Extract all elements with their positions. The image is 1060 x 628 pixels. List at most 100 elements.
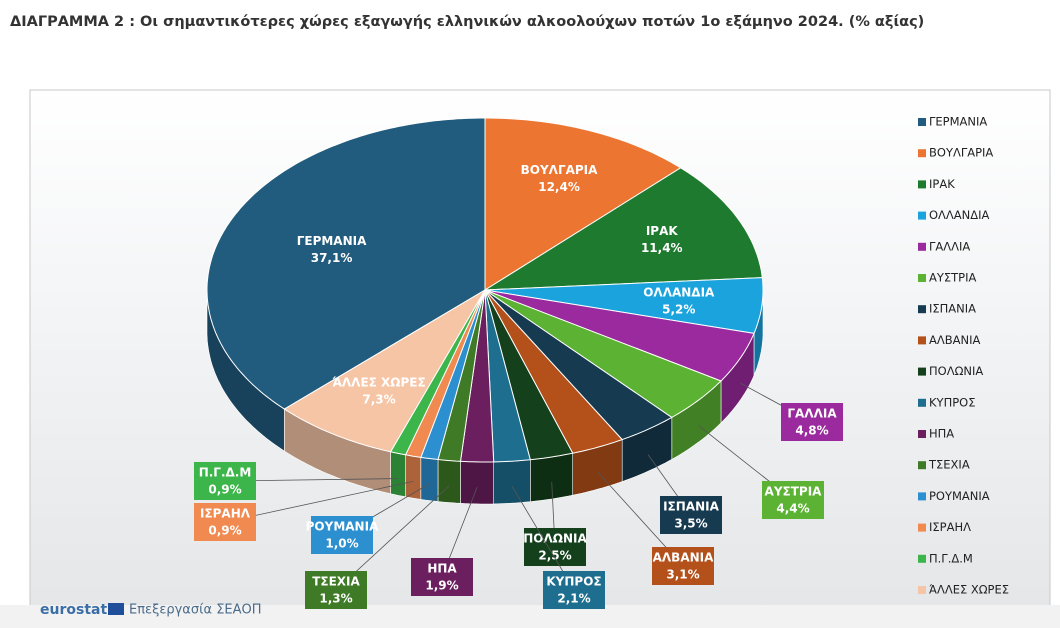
slice xyxy=(484,289,531,463)
value-label: 3,5% xyxy=(674,517,707,531)
label-box xyxy=(660,496,722,534)
label-box xyxy=(411,558,473,596)
slice-label: ΙΡΑΚ xyxy=(646,224,679,238)
slice-side xyxy=(530,452,573,503)
value-label: 1,3% xyxy=(319,592,352,606)
legend-swatch xyxy=(918,367,926,376)
slice-side xyxy=(420,457,439,502)
value-label: 1,0% xyxy=(325,537,358,551)
legend-label: Π.Γ.Δ.Μ xyxy=(929,551,973,565)
slice-side xyxy=(405,454,422,500)
legend-swatch xyxy=(918,398,926,407)
slice-label: ΚΥΠΡΟΣ xyxy=(546,575,601,589)
slice xyxy=(459,289,495,463)
value-label: 2,1% xyxy=(557,592,590,606)
legend-swatch xyxy=(918,242,926,251)
legend-label: ΓΑΛΛΙΑ xyxy=(929,239,970,253)
slice xyxy=(484,289,673,441)
slice-label: ΆΛΛΕΣ ΧΩΡΕΣ xyxy=(332,375,425,389)
slice-label: ΤΣΕΧΙΑ xyxy=(312,575,360,589)
slice-label: ΑΛΒΑΝΙΑ xyxy=(653,551,715,565)
chart-title: ΔΙΑΓΡΑΜΜΑ 2 : Οι σημαντικότερες χώρες εξ… xyxy=(10,14,924,30)
legend-swatch xyxy=(918,211,926,220)
label-box xyxy=(311,516,373,554)
leader-line xyxy=(224,480,414,523)
label-box xyxy=(524,528,586,566)
slice xyxy=(283,288,487,453)
legend-label: ΟΛΛΑΝΔΙΑ xyxy=(929,208,990,222)
label-box xyxy=(543,571,605,609)
legend-label: ΓΕΡΜΑΝΙΑ xyxy=(929,115,987,129)
slice-label: ΓΑΛΛΙΑ xyxy=(787,407,837,421)
legend-swatch xyxy=(918,336,926,345)
label-box xyxy=(781,403,843,441)
legend-label: ΤΣΕΧΙΑ xyxy=(928,458,970,472)
legend-label: ΙΣΠΑΝΙΑ xyxy=(929,302,976,316)
slice-side xyxy=(493,459,531,505)
legend-swatch xyxy=(918,305,926,314)
slice-label: ΗΠΑ xyxy=(427,562,457,576)
slice xyxy=(484,289,722,418)
source: Επεξεργασία ΣΕΑΟΠ xyxy=(129,603,262,618)
legend-label: ΆΛΛΕΣ ΧΩΡΕΣ xyxy=(929,583,1009,597)
label-box xyxy=(652,547,714,585)
legend-label: ΑΥΣΤΡΙΑ xyxy=(929,271,977,285)
value-label: 0,9% xyxy=(208,483,241,497)
slice-label: ΑΥΣΤΡΙΑ xyxy=(765,485,823,499)
slice-side xyxy=(390,451,406,498)
slice-label: ΙΣΡΑΗΛ xyxy=(200,507,251,521)
legend-swatch xyxy=(918,461,926,470)
slice xyxy=(484,289,574,461)
legend-label: ΙΣΡΑΗΛ xyxy=(929,520,971,534)
legend-label: ΒΟΥΛΓΑΡΙΑ xyxy=(929,146,993,160)
logo: eurostat xyxy=(40,602,107,618)
slice-label: Π.Γ.Δ.Μ xyxy=(199,466,252,480)
value-label: 11,4% xyxy=(641,241,683,255)
legend-label: ΚΥΠΡΟΣ xyxy=(929,395,975,409)
slice-label: ΓΕΡΜΑΝΙΑ xyxy=(297,234,367,248)
label-box xyxy=(194,462,256,500)
slice-label: ΡΟΥΜΑΝΙΑ xyxy=(306,520,379,534)
value-label: 12,4% xyxy=(538,180,580,194)
value-label: 37,1% xyxy=(311,251,353,265)
legend-label: ΠΟΛΩΝΙΑ xyxy=(929,364,983,378)
footer-strip xyxy=(0,605,1060,628)
value-label: 0,9% xyxy=(208,524,241,538)
value-label: 1,9% xyxy=(425,579,458,593)
slice xyxy=(484,117,682,291)
legend-swatch xyxy=(918,149,926,158)
slice-label: ΙΣΠΑΝΙΑ xyxy=(663,500,720,514)
value-label: 4,4% xyxy=(776,502,809,516)
legend-swatch xyxy=(918,492,926,501)
slice xyxy=(484,289,755,382)
slice-label: ΟΛΛΑΝΔΙΑ xyxy=(643,285,715,299)
value-label: 3,1% xyxy=(666,568,699,582)
slice-label: ΠΟΛΩΝΙΑ xyxy=(523,532,587,546)
label-box xyxy=(762,481,824,519)
slice xyxy=(483,167,763,291)
slice xyxy=(484,289,624,454)
legend-swatch xyxy=(918,180,926,189)
legend-swatch xyxy=(918,118,926,126)
slice-label: ΒΟΥΛΓΑΡΙΑ xyxy=(521,163,599,177)
value-label: 4,8% xyxy=(795,424,828,438)
legend-swatch xyxy=(918,430,926,438)
slice-side xyxy=(460,460,494,505)
label-box xyxy=(194,503,256,541)
label-box xyxy=(305,571,367,609)
slice-side xyxy=(437,459,461,504)
slice xyxy=(484,277,764,334)
legend-swatch xyxy=(918,274,926,282)
legend-label: ΗΠΑ xyxy=(929,427,954,441)
legend-swatch xyxy=(918,554,926,563)
value-label: 2,5% xyxy=(538,549,571,563)
slice xyxy=(206,117,486,410)
legend-label: ΡΟΥΜΑΝΙΑ xyxy=(929,489,990,503)
value-label: 7,3% xyxy=(362,392,395,406)
logo-flag xyxy=(108,603,124,615)
legend-swatch xyxy=(918,586,926,594)
legend-label: ΑΛΒΑΝΙΑ xyxy=(929,333,980,347)
legend-swatch xyxy=(918,523,926,532)
value-label: 5,2% xyxy=(662,302,695,316)
